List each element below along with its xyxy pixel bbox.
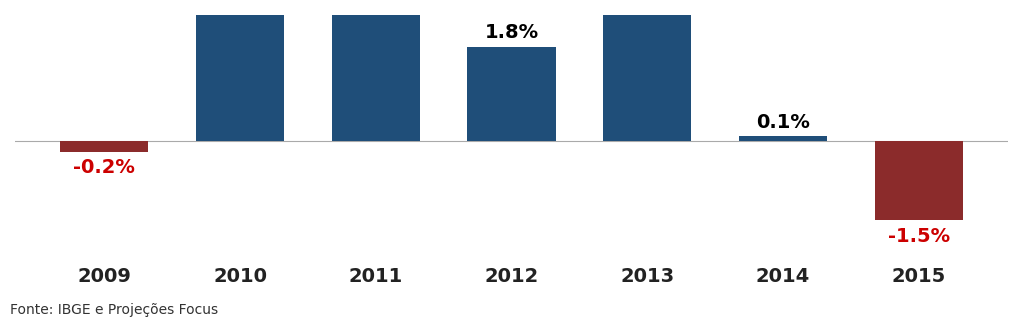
Bar [468, 47, 555, 141]
Text: 0.1%: 0.1% [756, 113, 810, 132]
Bar [604, 0, 692, 141]
Bar [60, 141, 148, 152]
Bar [331, 0, 419, 141]
Text: -0.2%: -0.2% [74, 158, 135, 177]
Bar [875, 141, 963, 220]
Bar [195, 0, 284, 141]
Text: Fonte: IBGE e Projeções Focus: Fonte: IBGE e Projeções Focus [10, 303, 218, 317]
Text: -1.5%: -1.5% [888, 227, 949, 245]
Bar [739, 136, 828, 141]
Text: 1.8%: 1.8% [485, 23, 538, 42]
